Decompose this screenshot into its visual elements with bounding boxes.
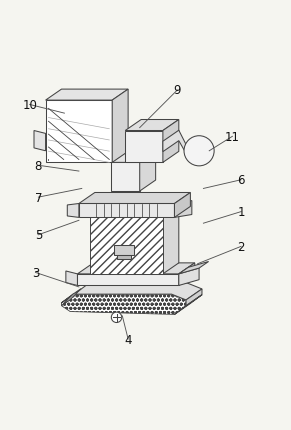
Polygon shape bbox=[179, 262, 209, 274]
Polygon shape bbox=[140, 152, 156, 192]
Polygon shape bbox=[114, 246, 134, 255]
Polygon shape bbox=[116, 255, 131, 260]
Text: 10: 10 bbox=[22, 99, 37, 112]
Polygon shape bbox=[125, 120, 179, 131]
Text: 9: 9 bbox=[174, 84, 181, 97]
Polygon shape bbox=[175, 295, 202, 315]
Text: 5: 5 bbox=[35, 229, 42, 242]
Circle shape bbox=[184, 136, 214, 166]
Polygon shape bbox=[163, 131, 187, 156]
Polygon shape bbox=[175, 201, 192, 218]
Text: 4: 4 bbox=[124, 333, 132, 346]
Polygon shape bbox=[61, 283, 202, 303]
Text: 8: 8 bbox=[35, 160, 42, 172]
Polygon shape bbox=[46, 101, 112, 163]
Text: 1: 1 bbox=[237, 206, 245, 218]
Polygon shape bbox=[77, 263, 195, 274]
Polygon shape bbox=[112, 90, 128, 163]
Polygon shape bbox=[163, 120, 179, 163]
Polygon shape bbox=[34, 131, 46, 151]
Polygon shape bbox=[125, 131, 163, 163]
Polygon shape bbox=[111, 152, 156, 163]
Polygon shape bbox=[179, 263, 195, 286]
Polygon shape bbox=[175, 193, 190, 218]
Polygon shape bbox=[66, 271, 77, 286]
Polygon shape bbox=[111, 163, 140, 192]
Polygon shape bbox=[77, 274, 179, 286]
Polygon shape bbox=[61, 295, 186, 315]
Text: 3: 3 bbox=[32, 266, 39, 279]
Polygon shape bbox=[163, 207, 179, 274]
Text: 2: 2 bbox=[237, 240, 245, 253]
Polygon shape bbox=[61, 289, 81, 306]
Polygon shape bbox=[67, 204, 79, 218]
Text: 7: 7 bbox=[35, 191, 42, 204]
Text: 11: 11 bbox=[225, 130, 240, 144]
Polygon shape bbox=[179, 268, 199, 286]
Text: 6: 6 bbox=[237, 174, 245, 187]
Polygon shape bbox=[91, 207, 179, 218]
Circle shape bbox=[111, 312, 122, 323]
Polygon shape bbox=[79, 193, 190, 204]
Polygon shape bbox=[79, 204, 175, 218]
Polygon shape bbox=[91, 218, 163, 274]
Polygon shape bbox=[186, 289, 202, 306]
Polygon shape bbox=[46, 90, 128, 101]
